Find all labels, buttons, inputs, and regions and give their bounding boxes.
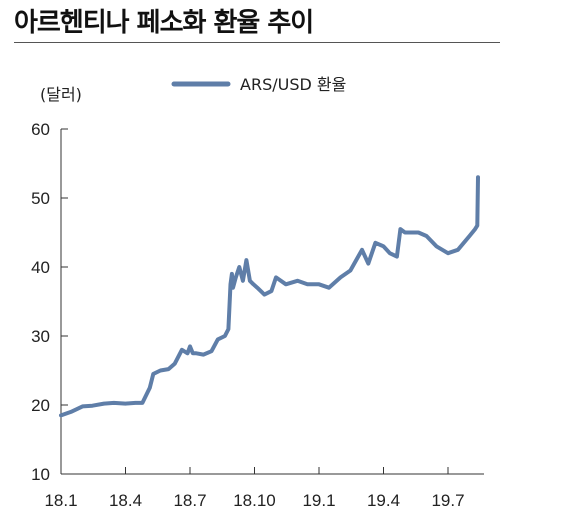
x-tick-label-4: 19.1 xyxy=(302,491,335,510)
y-tick-label-50: 50 xyxy=(31,189,50,208)
x-ticks: 18.1 18.4 18.7 18.10 19.1 19.4 19.7 xyxy=(44,467,465,510)
y-tick-label-30: 30 xyxy=(31,327,50,346)
y-axis-unit-label: (달러) xyxy=(40,85,82,104)
y-tick-label-40: 40 xyxy=(31,258,50,277)
x-tick-label-0: 18.1 xyxy=(44,491,77,510)
x-tick-label-3: 18.10 xyxy=(233,491,276,510)
x-tick-label-1: 18.4 xyxy=(109,491,142,510)
chart-title: 아르헨티나 페소화 환율 추이 xyxy=(14,8,314,38)
series-group xyxy=(59,175,480,418)
x-tick-label-6: 19.7 xyxy=(431,491,464,510)
legend-label: ARS/USD 환율 xyxy=(240,75,346,94)
y-ticks: 10 20 30 40 50 60 xyxy=(31,120,68,484)
series-line-0 xyxy=(59,175,480,418)
title-divider xyxy=(14,42,500,43)
y-tick-label-60: 60 xyxy=(31,120,50,139)
x-tick-label-5: 19.4 xyxy=(367,491,400,510)
x-tick-label-2: 18.7 xyxy=(173,491,206,510)
y-tick-label-20: 20 xyxy=(31,396,50,415)
legend: ARS/USD 환율 xyxy=(171,75,346,94)
y-tick-label-10: 10 xyxy=(31,465,50,484)
